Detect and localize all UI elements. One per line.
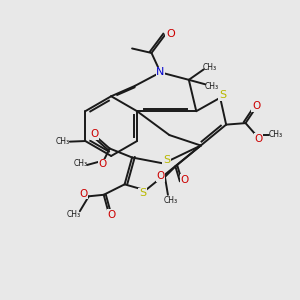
Text: N: N (156, 68, 165, 77)
Text: CH₃: CH₃ (204, 82, 218, 91)
Text: O: O (156, 171, 165, 181)
Text: CH₃: CH₃ (164, 196, 178, 205)
Text: S: S (163, 155, 170, 166)
Text: O: O (107, 210, 115, 220)
Text: CH₃: CH₃ (269, 130, 283, 139)
Text: O: O (252, 101, 260, 111)
Text: S: S (219, 90, 226, 100)
Text: O: O (254, 134, 262, 144)
Text: O: O (98, 159, 106, 169)
Text: O: O (180, 175, 188, 185)
Text: S: S (139, 188, 146, 198)
Text: O: O (91, 130, 99, 140)
Text: CH₃: CH₃ (74, 159, 88, 168)
Text: CH₃: CH₃ (55, 137, 69, 146)
Text: CH₃: CH₃ (203, 63, 217, 72)
Text: CH₃: CH₃ (66, 210, 80, 219)
Text: O: O (166, 28, 175, 38)
Text: O: O (79, 189, 88, 199)
